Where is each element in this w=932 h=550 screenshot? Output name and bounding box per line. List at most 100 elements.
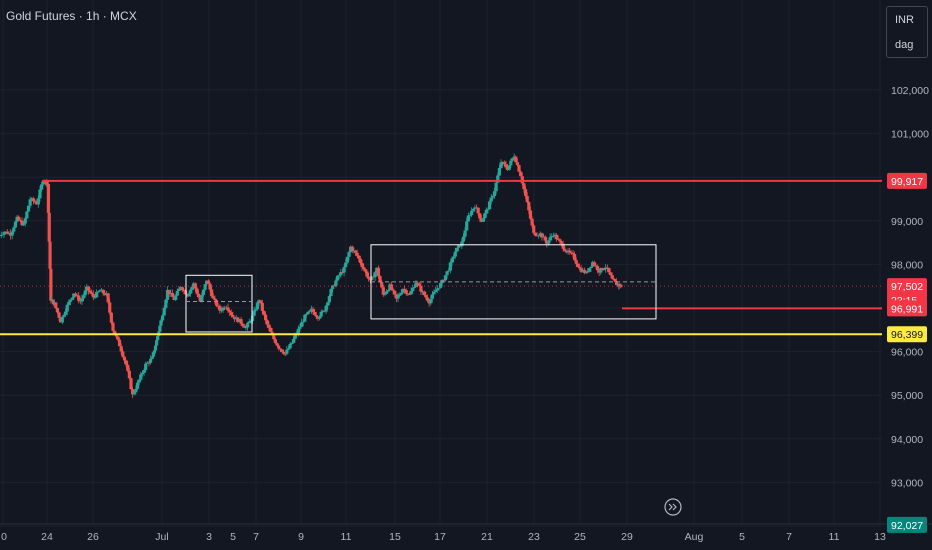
candle-body	[509, 160, 513, 166]
candle-body	[86, 286, 91, 291]
candle-body	[2, 232, 6, 235]
candle-body	[327, 296, 331, 303]
candle-body	[236, 317, 240, 322]
candle-body	[114, 334, 118, 337]
candle-body	[376, 267, 381, 277]
candle-body	[471, 208, 475, 211]
candle-body	[370, 276, 374, 281]
candle-body	[344, 262, 348, 268]
candle-body	[65, 304, 69, 312]
candle-body	[119, 346, 123, 352]
candle-body	[527, 202, 531, 211]
candle-body	[358, 258, 363, 264]
candle-body	[492, 191, 497, 197]
candle-body	[0, 234, 3, 236]
time-axis[interactable]: 0 24 26 Jul 3 5 7 9 11 15 17 21 23 25 29 Aug 5 7 11 13	[0, 523, 932, 543]
candle-body	[38, 189, 42, 199]
candle-body	[304, 313, 309, 315]
candle-body	[149, 358, 153, 363]
price-tag-label: 96,991	[891, 303, 923, 315]
candle-body	[324, 305, 328, 312]
candle-body	[260, 302, 264, 311]
price-tag-label: 99,917	[891, 176, 923, 188]
candle-body	[311, 308, 315, 312]
candle-body	[308, 310, 312, 312]
candle-body	[205, 280, 209, 285]
candle-body	[540, 233, 544, 238]
candle-body	[592, 262, 596, 266]
candle-body	[203, 284, 207, 290]
candle-body	[75, 295, 79, 296]
candle-body	[51, 300, 55, 305]
x-tick-label: 5	[739, 531, 745, 543]
price-tag: 96,991	[887, 300, 927, 317]
price-tag-bg	[887, 278, 927, 295]
candle-body	[460, 241, 464, 247]
candle-body	[4, 231, 8, 233]
candle-body	[487, 201, 492, 210]
range-box-1[interactable]	[185, 274, 253, 333]
candle-body	[438, 282, 443, 288]
candle-body	[178, 287, 183, 289]
candle-body	[85, 286, 89, 291]
drawing-overlays[interactable]	[0, 179, 882, 336]
candle-body	[96, 291, 100, 293]
candle-body	[604, 267, 608, 270]
candle-body	[108, 302, 112, 313]
candle-body	[581, 269, 585, 272]
candle-body	[427, 300, 431, 304]
candle-body	[41, 181, 45, 185]
candle-body	[434, 290, 438, 293]
candle-body	[463, 230, 467, 237]
candle-body	[33, 201, 37, 203]
candle-body	[242, 325, 246, 328]
candle-body	[404, 289, 408, 294]
candle-body	[36, 198, 40, 205]
candle-body	[380, 281, 384, 288]
candle-body	[350, 246, 354, 251]
candle-body	[13, 221, 18, 228]
candle-body	[602, 269, 606, 270]
candle-body	[349, 246, 353, 253]
currency-unit-box[interactable]: INR dag	[886, 6, 928, 58]
candle-body	[326, 302, 330, 306]
goto-realtime-button[interactable]	[664, 498, 682, 516]
candle-body	[8, 233, 13, 236]
price-tag: 99,917	[887, 172, 927, 189]
price-tag: 96,399	[887, 326, 927, 343]
y-tick-label: 96,000	[891, 347, 923, 359]
candle-body	[430, 294, 434, 299]
candle-body	[40, 184, 44, 190]
price-tag: 97,502	[887, 278, 927, 295]
x-tick-label: 15	[389, 531, 401, 543]
candle-body	[280, 349, 284, 352]
candle-body	[206, 280, 210, 284]
candle-body	[502, 161, 506, 165]
candle-body	[332, 285, 336, 287]
candle-body	[30, 198, 34, 200]
candle-body	[329, 289, 333, 297]
unit-label: dag	[895, 39, 914, 51]
candle-body	[456, 245, 461, 248]
candle-body	[239, 319, 243, 324]
candle-body	[95, 291, 99, 298]
candle-body	[152, 350, 157, 353]
candle-body	[182, 290, 186, 291]
candle-body	[407, 294, 412, 296]
candle-body	[234, 317, 238, 320]
price-axis[interactable]: 102,000 101,000 99,000 98,000 96,000 95,000 94…	[891, 85, 929, 489]
candle-body	[22, 223, 26, 226]
candle-body	[510, 158, 515, 161]
candle-body	[210, 289, 214, 297]
candle-body	[411, 287, 415, 292]
candle-body	[553, 234, 557, 236]
candle-body	[78, 300, 82, 302]
price-tag-label: 96,399	[891, 329, 923, 341]
candle-body	[515, 162, 519, 166]
candle-body	[293, 335, 297, 340]
candle-body	[77, 295, 81, 301]
candle-body	[313, 311, 317, 316]
candle-body	[7, 233, 11, 234]
